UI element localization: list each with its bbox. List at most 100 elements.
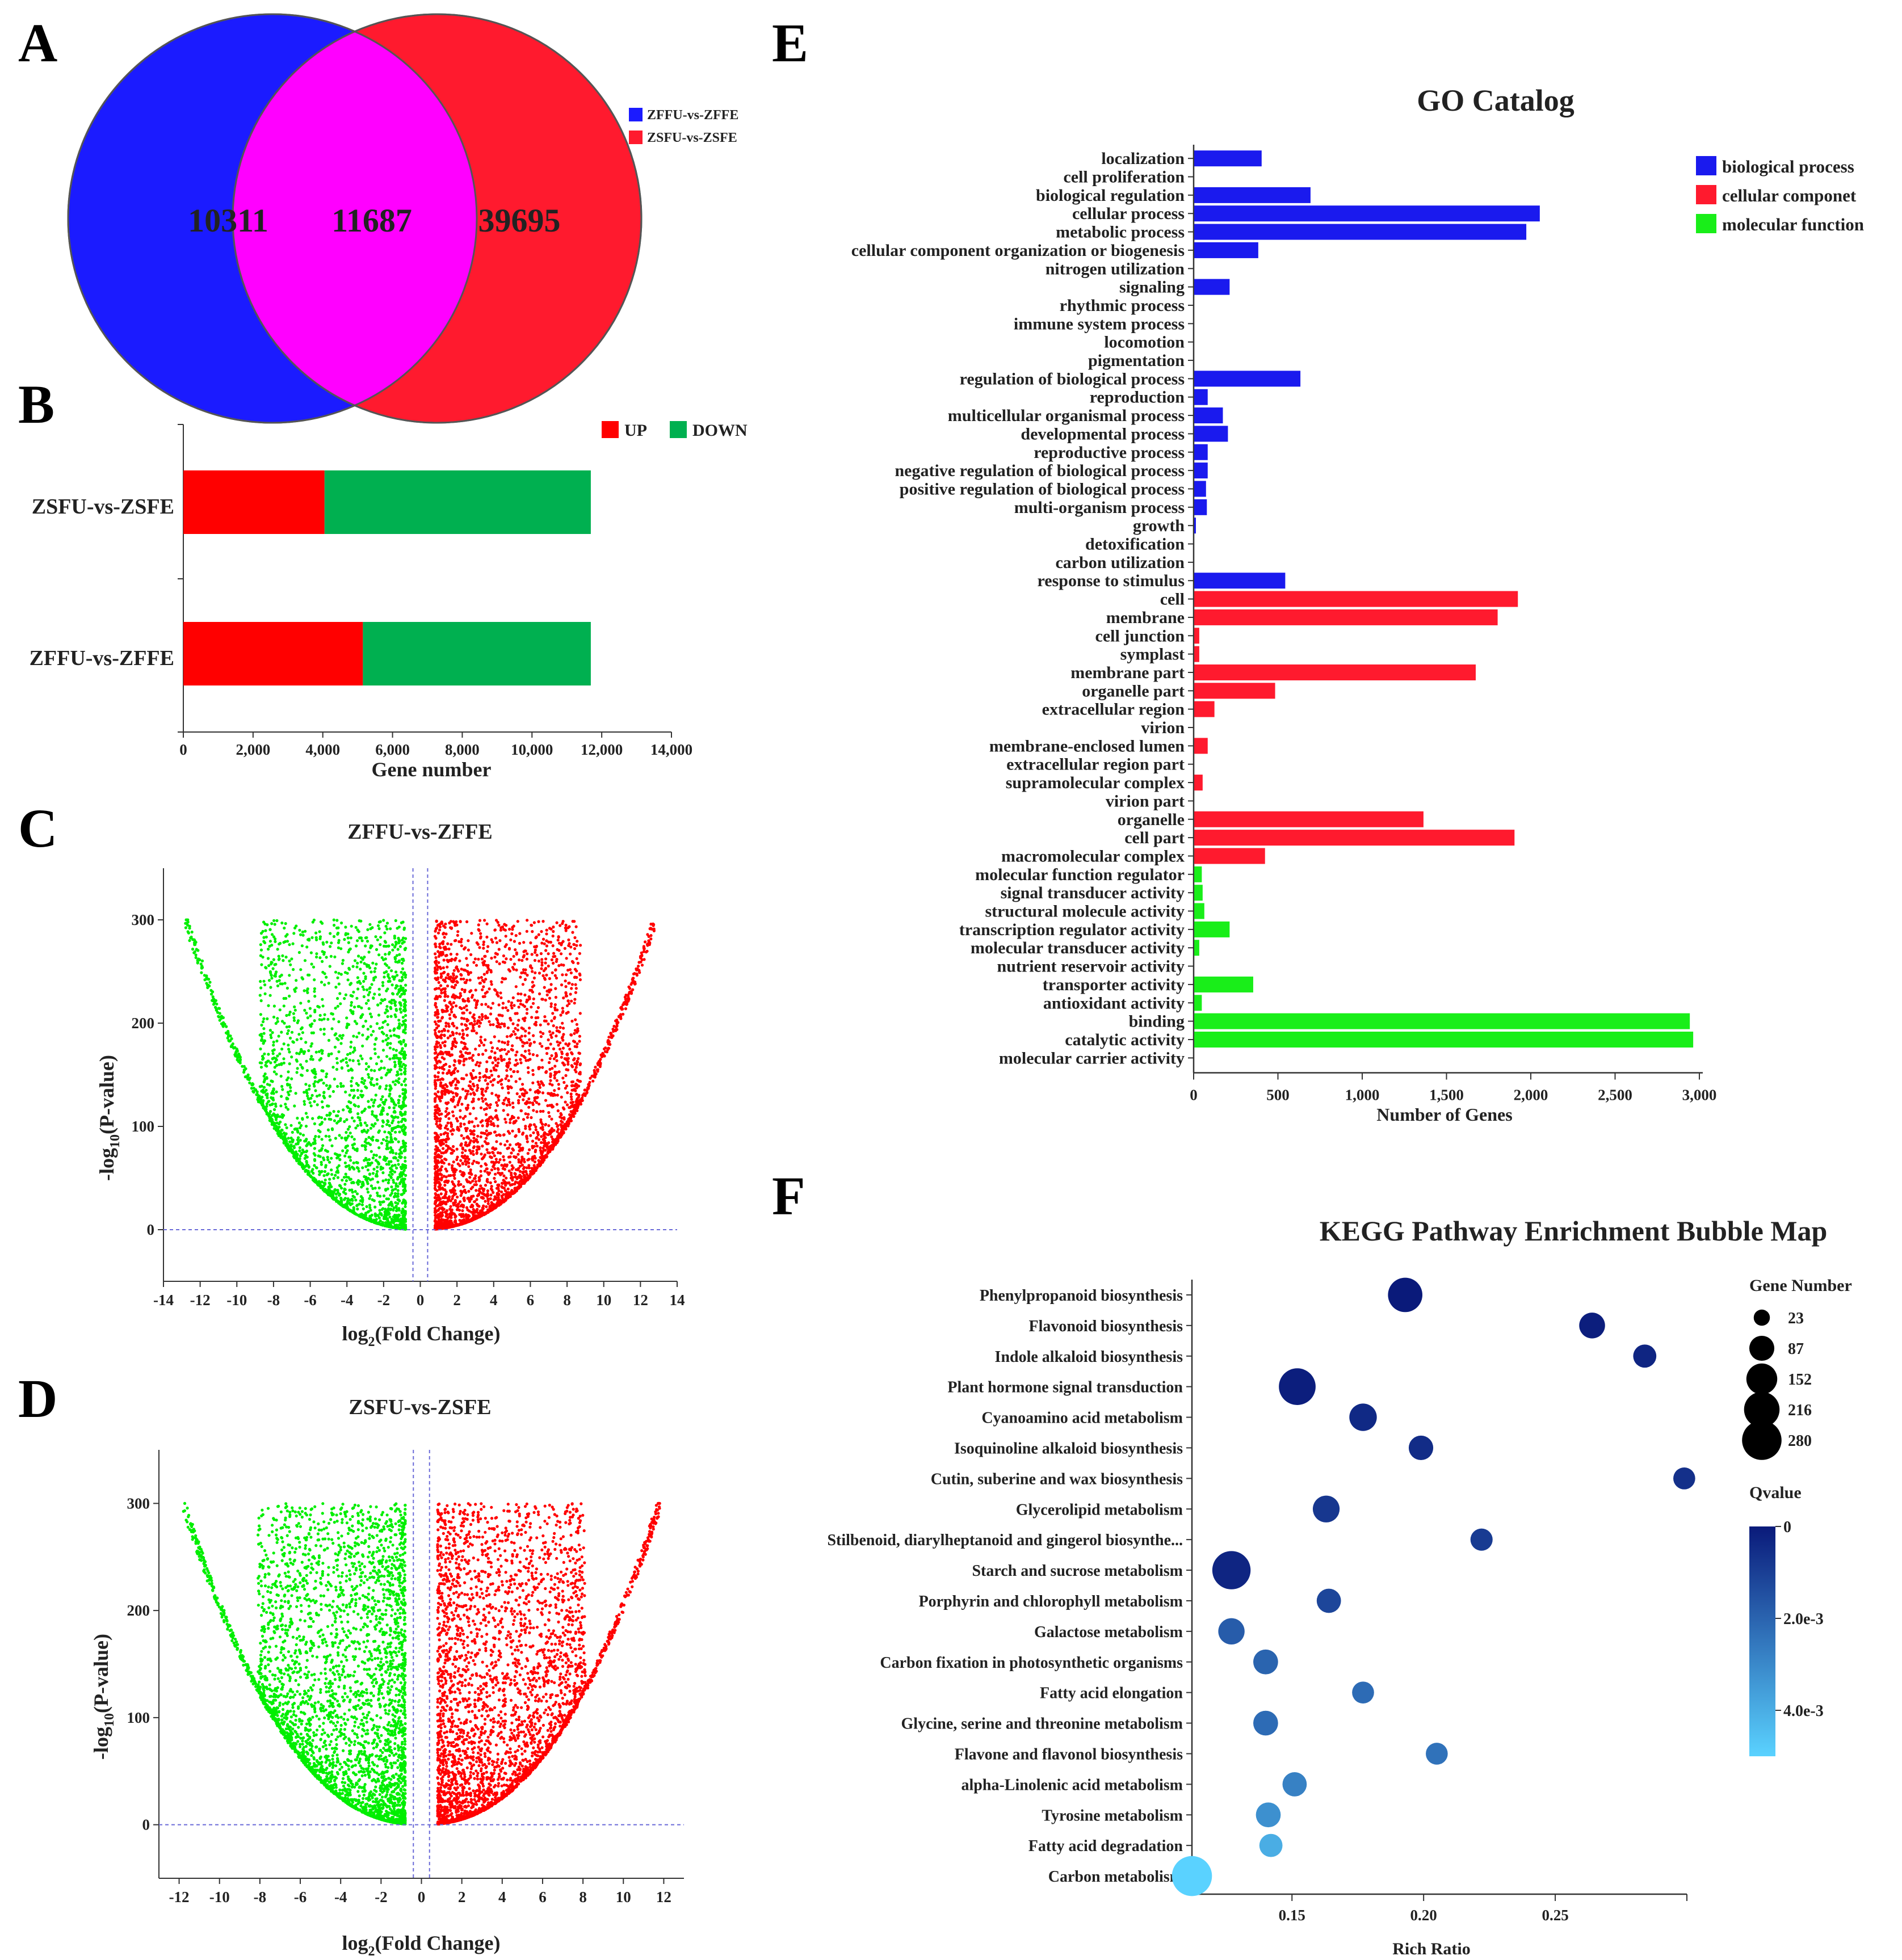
volcano-c-point bbox=[378, 1200, 381, 1204]
volcano-c-point bbox=[282, 1061, 285, 1065]
volcano-c-point bbox=[315, 952, 318, 956]
volcano-c-point bbox=[491, 1002, 495, 1005]
volcano-c-point bbox=[518, 932, 522, 935]
volcano-c-point bbox=[356, 1005, 360, 1008]
volcano-c-point bbox=[340, 1187, 343, 1190]
volcano-c-point bbox=[505, 1176, 508, 1180]
volcano-c-point bbox=[260, 1084, 263, 1088]
volcano-c-point bbox=[363, 1144, 366, 1147]
volcano-c-x-tick-label: 4 bbox=[490, 1292, 498, 1309]
volcano-c-point bbox=[605, 1050, 608, 1054]
volcano-c-point bbox=[194, 940, 198, 944]
volcano-c-point bbox=[295, 1142, 298, 1146]
volcano-c-y-tick-label: 300 bbox=[132, 911, 155, 928]
volcano-c-point bbox=[360, 1077, 364, 1080]
volcano-c-point bbox=[310, 1022, 314, 1025]
volcano-c-point bbox=[486, 1189, 490, 1193]
volcano-c-point bbox=[635, 967, 638, 970]
volcano-c-point bbox=[392, 1106, 396, 1109]
volcano-c-point bbox=[334, 1137, 338, 1140]
volcano-c-point bbox=[481, 1053, 485, 1056]
volcano-c-point bbox=[368, 923, 372, 926]
volcano-c-point bbox=[393, 1033, 396, 1037]
volcano-c-point bbox=[530, 953, 534, 956]
volcano-c-point bbox=[270, 1036, 273, 1040]
volcano-c-point bbox=[363, 1140, 367, 1143]
volcano-c-point bbox=[309, 1014, 312, 1017]
volcano-c-point bbox=[397, 1036, 401, 1039]
volcano-c-point bbox=[398, 979, 401, 982]
volcano-c-point bbox=[489, 1120, 493, 1123]
volcano-c-point bbox=[468, 1112, 472, 1116]
volcano-c-point bbox=[393, 1214, 396, 1218]
volcano-c-point bbox=[649, 937, 653, 941]
volcano-c-point bbox=[475, 941, 478, 944]
volcano-c-point bbox=[372, 1029, 375, 1033]
volcano-c-point bbox=[337, 1200, 340, 1204]
volcano-c-point bbox=[568, 1002, 571, 1006]
volcano-c-point bbox=[242, 1068, 246, 1071]
volcano-c-point bbox=[374, 1159, 378, 1162]
volcano-c-point bbox=[305, 1169, 309, 1172]
volcano-c-point bbox=[451, 1133, 454, 1136]
volcano-c-point bbox=[376, 1191, 379, 1194]
volcano-c-point bbox=[404, 1023, 408, 1027]
volcano-c-point bbox=[268, 1110, 272, 1113]
volcano-c-point bbox=[385, 1034, 389, 1037]
volcano-c-point bbox=[320, 1121, 324, 1124]
volcano-c-point bbox=[397, 1101, 400, 1105]
volcano-c-point bbox=[495, 1140, 498, 1143]
volcano-c-point bbox=[480, 1017, 484, 1021]
volcano-c-point bbox=[480, 1096, 484, 1100]
volcano-c-point bbox=[274, 937, 277, 941]
volcano-c-point bbox=[250, 1083, 254, 1087]
volcano-c-point bbox=[262, 936, 266, 939]
volcano-c-point bbox=[649, 927, 652, 931]
volcano-c-point bbox=[274, 972, 278, 975]
volcano-c-point bbox=[287, 1013, 291, 1016]
volcano-c-point bbox=[397, 1163, 400, 1166]
volcano-c-point bbox=[614, 1028, 618, 1032]
volcano-c-point bbox=[448, 1013, 451, 1016]
volcano-c-point bbox=[589, 1076, 592, 1080]
volcano-c-point bbox=[390, 1185, 393, 1189]
volcano-c-point bbox=[292, 1019, 296, 1022]
volcano-c-point bbox=[359, 968, 362, 971]
volcano-c-point bbox=[381, 1200, 384, 1204]
volcano-c-point bbox=[400, 961, 404, 965]
volcano-c-point bbox=[268, 1029, 272, 1032]
volcano-c-point bbox=[466, 1106, 469, 1110]
b-category-labels: ZSFU-vs-ZSFE ZFFU-vs-ZFFE bbox=[30, 495, 174, 670]
volcano-c-point bbox=[394, 919, 397, 922]
volcano-c-point bbox=[502, 1109, 505, 1112]
volcano-c-point bbox=[541, 1032, 545, 1035]
volcano-c-point bbox=[360, 1185, 363, 1189]
volcano-c-point bbox=[264, 1063, 267, 1067]
volcano-c-point bbox=[347, 966, 351, 970]
volcano-c-point bbox=[514, 985, 518, 989]
volcano-c-point bbox=[444, 1167, 447, 1171]
volcano-c-point bbox=[283, 1134, 287, 1138]
volcano-c-point bbox=[478, 946, 481, 949]
volcano-c-point bbox=[448, 1017, 452, 1020]
volcano-c-point bbox=[345, 1137, 349, 1140]
volcano-c-point bbox=[356, 1088, 359, 1092]
volcano-c-point bbox=[465, 1047, 469, 1051]
volcano-c-point bbox=[299, 1037, 303, 1040]
volcano-c-point bbox=[388, 1124, 392, 1128]
volcano-c-point bbox=[478, 919, 482, 922]
volcano-c-point bbox=[531, 990, 535, 994]
volcano-c-point bbox=[369, 1194, 372, 1197]
volcano-c-point bbox=[288, 1050, 291, 1054]
volcano-c-x-tick-label: 6 bbox=[527, 1292, 535, 1309]
volcano-c-point bbox=[573, 1002, 576, 1005]
b-legend-label-down: DOWN bbox=[692, 421, 748, 440]
volcano-c-point bbox=[284, 935, 288, 938]
volcano-c-point bbox=[526, 1152, 530, 1155]
volcano-c-point bbox=[325, 956, 328, 959]
volcano-c-point bbox=[302, 1150, 306, 1154]
volcano-c-point bbox=[396, 992, 399, 996]
volcano-c-point bbox=[593, 1071, 597, 1075]
volcano-c-point bbox=[380, 956, 384, 960]
volcano-c-point bbox=[326, 1158, 330, 1162]
